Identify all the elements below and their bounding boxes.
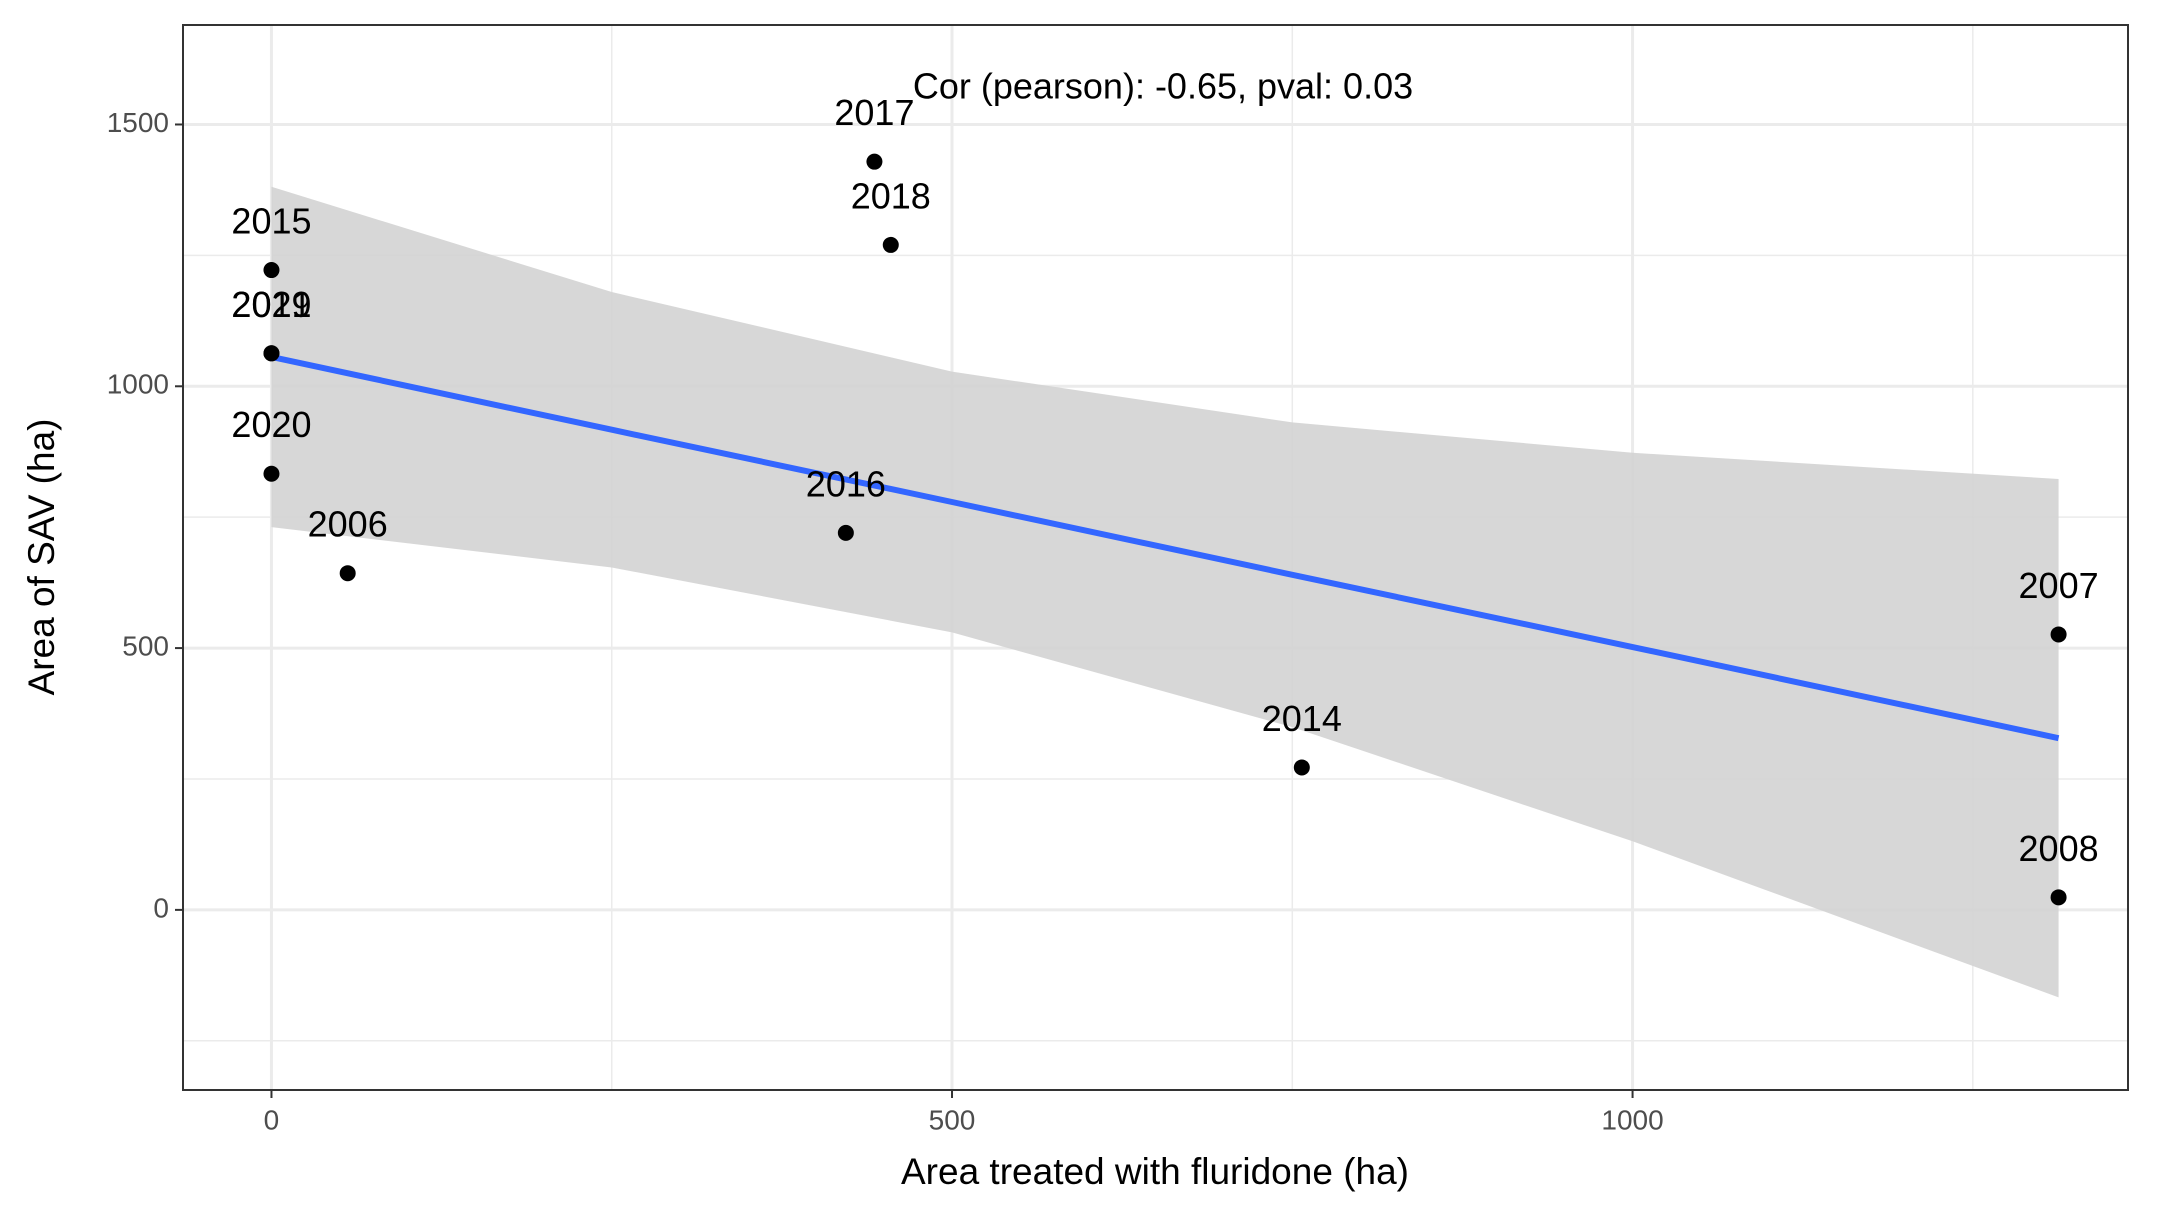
point [263, 465, 280, 482]
fit-line [270, 354, 2060, 742]
y-tick-label: 500 [122, 630, 169, 661]
panel-border [182, 24, 2129, 1091]
y-tick-label: 1000 [107, 369, 169, 400]
point [263, 262, 280, 279]
point [1293, 759, 1310, 776]
y-tick-label: 0 [153, 892, 169, 923]
point [2050, 626, 2067, 643]
point-label: 2019 [231, 284, 311, 325]
point-label: 2018 [851, 175, 931, 216]
x-axis-title: Area treated with fluridone (ha) [901, 1151, 1409, 1192]
point-label: 2007 [2019, 565, 2099, 606]
y-tick-label: 1500 [107, 107, 169, 138]
annotation: Cor (pearson): -0.65, pval: 0.03 [913, 66, 1413, 107]
point-label: 2021 [231, 284, 311, 325]
point-label: 2014 [1262, 698, 1342, 739]
point-label: 2016 [806, 463, 886, 504]
x-tick-label: 1000 [1601, 1104, 1663, 1135]
x-tick-label: 500 [929, 1104, 976, 1135]
point [866, 153, 883, 170]
point-label: 2006 [308, 504, 388, 545]
point [882, 236, 899, 253]
point [339, 565, 356, 582]
point-label: 2020 [231, 404, 311, 445]
point-label: 2017 [834, 92, 914, 133]
point [837, 524, 854, 541]
point-label: 2015 [231, 201, 311, 242]
point [263, 345, 280, 362]
confidence-band [271, 186, 2059, 998]
x-tick-label: 0 [264, 1104, 280, 1135]
point-label: 2008 [2019, 828, 2099, 869]
point [2050, 889, 2067, 906]
y-axis-title: Area of SAV (ha) [21, 419, 62, 696]
